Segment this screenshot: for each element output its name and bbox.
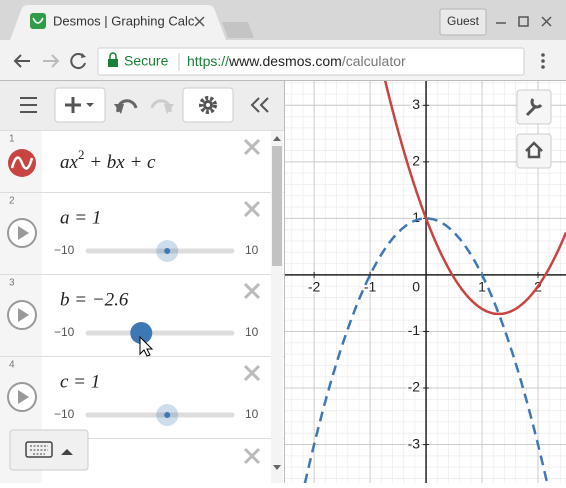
tab-close[interactable] (194, 16, 205, 27)
keypad-toggle[interactable] (9, 429, 89, 471)
y-tick-label: -3 (408, 435, 421, 451)
mouse-cursor (139, 335, 154, 357)
row-index: 3 (9, 278, 15, 289)
delete-expression[interactable] (243, 138, 261, 156)
tab-title: Desmos | Graphing Calc (53, 13, 195, 28)
x-tick-label: 1 (478, 279, 486, 295)
expression: a = 1 (60, 207, 101, 228)
lock-icon (108, 59, 118, 67)
icon-wave (10, 156, 34, 170)
delete-expression[interactable] (243, 364, 261, 382)
parabola (383, 81, 566, 316)
security-label: Secure (124, 53, 169, 69)
y-tick-label: 1 (412, 209, 420, 225)
back-button[interactable] (13, 54, 30, 68)
row-index: 4 (9, 360, 15, 371)
play-icon (18, 308, 29, 322)
url-scheme: https:// (187, 53, 229, 69)
expression: ax2 + bx + c (60, 147, 156, 173)
expression: c = 1 (60, 371, 100, 392)
slider-thumb[interactable] (164, 412, 171, 418)
new-tab[interactable] (222, 22, 254, 38)
hamburger[interactable] (20, 97, 37, 113)
y-tick-label: 2 (412, 153, 420, 169)
collapse-panel[interactable] (250, 97, 269, 113)
url-host: www.desmos.com (228, 53, 342, 69)
play-icon (18, 226, 29, 240)
expression: b = −2.6 (60, 289, 129, 310)
favicon (30, 13, 46, 29)
play-icon (18, 390, 29, 404)
delete-expression[interactable] (243, 200, 261, 218)
expression-part: ax (60, 152, 79, 173)
expression-panel (0, 81, 285, 483)
profile-label: Guest (447, 14, 480, 28)
delete-expression[interactable] (243, 447, 261, 465)
maximize[interactable] (518, 16, 529, 27)
close-window[interactable] (541, 16, 552, 27)
forward-button[interactable] (43, 54, 60, 68)
slider-min: −10 (54, 325, 75, 339)
home-button[interactable] (516, 133, 552, 169)
row-index: 1 (9, 134, 15, 145)
profile-button[interactable] (439, 8, 487, 36)
x-tick-label: 0 (412, 279, 420, 295)
slider-thumb[interactable] (138, 330, 145, 336)
panel-toolbar (0, 81, 285, 130)
reload-button[interactable] (70, 53, 86, 70)
y-tick-label: 3 (412, 96, 420, 112)
y-tick-label: -1 (408, 322, 421, 338)
scroll-thumb[interactable] (272, 146, 282, 266)
slider-min: −10 (54, 243, 75, 257)
row-index: 2 (9, 196, 15, 207)
x-tick-label: -2 (308, 279, 321, 295)
tab[interactable] (10, 5, 226, 40)
delete-expression[interactable] (243, 282, 261, 300)
slider-thumb[interactable] (164, 248, 171, 254)
menu-button[interactable] (541, 53, 545, 69)
url: https://www.desmos.com/calculator (187, 53, 406, 69)
slider-max: 10 (245, 243, 259, 257)
slider-min: −10 (54, 407, 75, 421)
expression-part: + bx + c (84, 152, 156, 173)
url-path: /calculator (342, 53, 406, 69)
exponent: 2 (78, 147, 85, 162)
y-tick-label: -2 (408, 379, 421, 395)
address-bar[interactable] (97, 47, 525, 76)
slider-max: 10 (245, 407, 259, 421)
slider-max: 10 (245, 325, 259, 339)
